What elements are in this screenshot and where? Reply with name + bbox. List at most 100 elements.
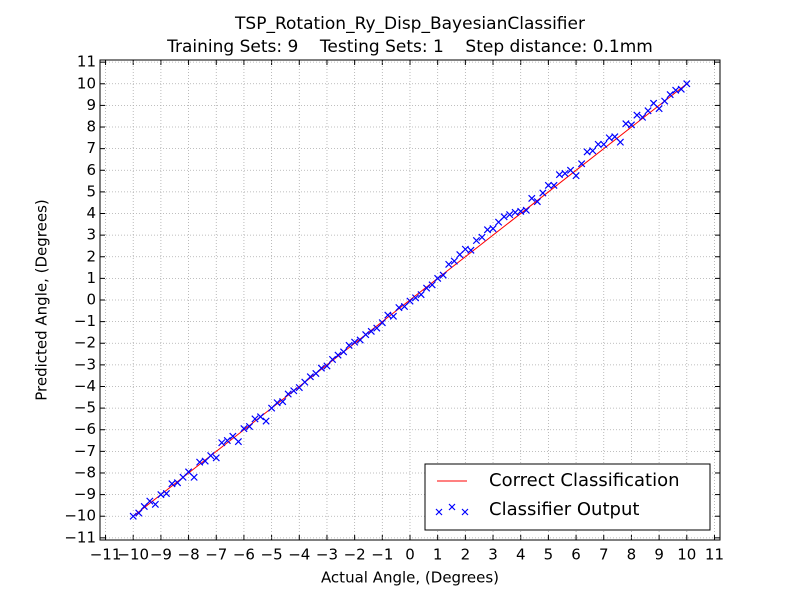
data-point [461, 245, 469, 253]
legend-swatch [448, 503, 456, 511]
data-point [218, 439, 226, 447]
data-point [406, 297, 414, 305]
y-tick-label: 6 [86, 161, 96, 179]
data-point [594, 140, 602, 148]
data-point [317, 364, 326, 372]
data-point [683, 80, 691, 88]
x-tick-label: 0 [405, 546, 415, 564]
data-point [422, 284, 431, 292]
y-tick-label: 0 [86, 291, 96, 309]
data-point [140, 502, 148, 511]
data-point [622, 120, 630, 128]
data-point [162, 489, 171, 498]
y-tick-label: 11 [77, 53, 96, 71]
data-point [400, 302, 409, 311]
data-point [179, 473, 187, 481]
data-point [367, 327, 375, 335]
data-point [267, 404, 276, 412]
data-point [494, 218, 503, 226]
y-tick-label: −4 [74, 377, 96, 395]
legend-box [424, 463, 711, 531]
data-point [550, 181, 558, 190]
data-point [389, 312, 398, 320]
data-point [345, 341, 353, 350]
data-point [135, 509, 143, 517]
data-point [339, 348, 348, 356]
x-tick-label: 3 [488, 546, 498, 564]
data-point [312, 369, 320, 378]
data-point [306, 373, 314, 381]
legend: Correct Classification Classifier Output [424, 463, 711, 531]
data-point [207, 452, 215, 460]
data-point [434, 274, 442, 283]
legend-label: Classifier Output [489, 499, 639, 520]
data-point [201, 457, 209, 465]
data-point [661, 97, 669, 105]
data-point [384, 311, 392, 319]
data-point [633, 111, 641, 119]
data-point [677, 85, 685, 93]
legend-swatch [435, 508, 443, 516]
data-point [229, 432, 237, 440]
data-point [273, 399, 281, 407]
data-point [290, 387, 298, 395]
data-point [184, 468, 193, 476]
data-point [411, 294, 420, 302]
y-tick-label: −9 [74, 485, 96, 503]
data-point [511, 208, 519, 217]
data-point [295, 383, 303, 392]
y-tick-label: 5 [86, 182, 96, 200]
x-tick-label: −9 [150, 546, 172, 564]
data-point [168, 480, 176, 488]
y-tick-label: −10 [64, 507, 96, 525]
data-point [173, 479, 182, 487]
x-tick-label: −10 [117, 546, 149, 564]
data-point [445, 260, 453, 268]
y-tick-label: −8 [74, 463, 96, 481]
data-point [323, 362, 331, 370]
data-point [262, 417, 270, 425]
data-point [483, 226, 492, 234]
y-tick-label: −6 [74, 420, 96, 438]
data-point [279, 397, 287, 406]
x-tick-label: −7 [205, 546, 227, 564]
x-axis-label: Actual Angle, (Degrees) [321, 569, 499, 587]
data-point [245, 422, 254, 431]
legend-label: Correct Classification [489, 470, 680, 491]
x-tick-label: −11 [90, 546, 122, 564]
x-tick-label: −2 [344, 546, 366, 564]
y-tick-label: 4 [86, 204, 96, 222]
y-tick-label: 2 [86, 247, 96, 265]
y-tick-label: 7 [86, 139, 96, 157]
data-point [533, 197, 541, 206]
data-point [572, 172, 580, 180]
data-point [240, 425, 248, 433]
data-point [234, 437, 243, 446]
y-axis-label: Predicted Angle, (Degrees) [33, 199, 51, 401]
y-tick-label: −3 [74, 355, 96, 373]
data-point [439, 271, 447, 279]
data-point [223, 436, 231, 445]
plot-frame [99, 59, 721, 541]
x-tick-label: 8 [627, 546, 637, 564]
y-tick-label: 1 [86, 269, 96, 287]
data-point [129, 512, 137, 520]
data-point [395, 303, 403, 312]
data-point [528, 194, 536, 203]
x-tick-label: 10 [677, 546, 696, 564]
data-point [649, 99, 658, 107]
x-tick-label: 1 [433, 546, 443, 564]
x-tick-label: 6 [571, 546, 581, 564]
data-point [362, 330, 370, 339]
data-point [577, 160, 586, 168]
data-point [146, 497, 154, 505]
legend-swatch [461, 508, 469, 516]
data-point [196, 458, 204, 466]
x-tick-label: 2 [461, 546, 471, 564]
x-tick-label: −1 [371, 546, 393, 564]
data-point [605, 134, 613, 142]
data-point [212, 454, 220, 462]
data-point [644, 107, 652, 115]
data-point [256, 413, 265, 421]
